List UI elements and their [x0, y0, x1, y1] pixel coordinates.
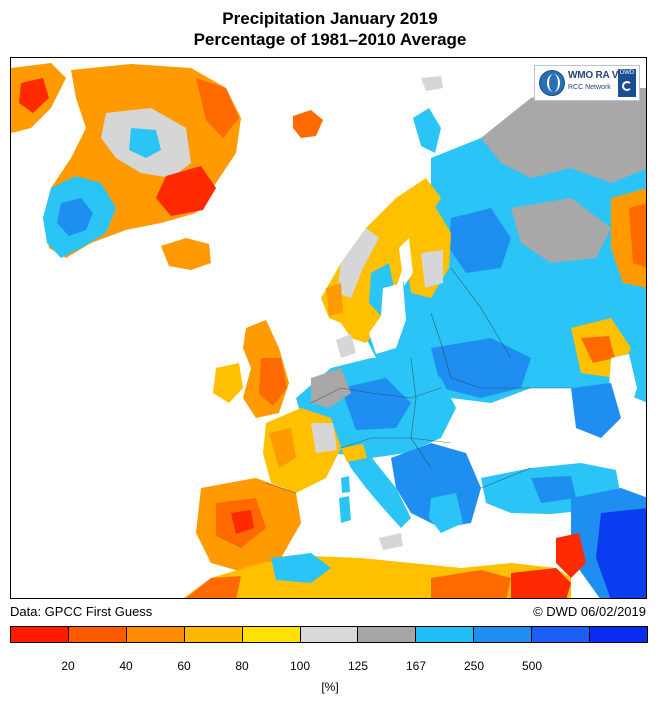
wmo-globe-icon	[539, 70, 565, 96]
region-italy-north	[341, 444, 367, 462]
legend-tick-label: 500	[521, 659, 543, 673]
legend-unit-label: [%]	[321, 680, 339, 694]
legend-colorbar	[10, 626, 648, 643]
legend-swatch	[590, 627, 647, 642]
region-franz-josef	[421, 76, 443, 91]
region-levant-dry	[556, 533, 586, 578]
region-finland-normal	[421, 250, 443, 288]
logo-org-text: WMO RA VI	[568, 70, 621, 81]
legend-tick-label: 20	[61, 659, 75, 673]
region-novaya-zemlya	[413, 108, 441, 153]
legend-tick-label: 100	[289, 659, 311, 673]
region-greenland-east-dry	[156, 166, 216, 216]
region-ellesmere-dry	[19, 78, 49, 113]
legend-swatch	[184, 627, 243, 642]
region-black-sea	[481, 413, 566, 458]
data-source-label: Data: GPCC First Guess	[10, 604, 153, 619]
precipitation-map: WMO RA VI RCC Network DWD	[10, 57, 647, 599]
region-russia-wet-core	[449, 208, 511, 273]
legend-swatch	[300, 627, 359, 642]
legend-tick-label: 167	[405, 659, 427, 673]
region-sardinia	[339, 496, 351, 523]
wmo-rcc-logo: WMO RA VI RCC Network DWD	[534, 65, 640, 101]
region-france-west-dry	[269, 428, 296, 468]
legend-swatch	[11, 627, 69, 642]
region-iceland	[161, 238, 211, 270]
legend-swatch	[242, 627, 301, 642]
region-kazakh-dry	[581, 336, 615, 363]
region-greenland-west-core	[57, 198, 93, 236]
map-subtitle: Percentage of 1981–2010 Average	[193, 30, 467, 49]
dwd-logo: DWD	[618, 69, 636, 97]
region-caucasus	[571, 383, 621, 438]
region-ireland	[213, 363, 243, 403]
copyright-label: © DWD 06/02/2019	[533, 604, 646, 619]
region-denmark	[336, 334, 356, 358]
dwd-swirl-icon	[622, 81, 632, 91]
region-baltics	[406, 313, 441, 353]
region-russia-north-normal	[481, 88, 646, 183]
legend-tick-label: 60	[177, 659, 191, 673]
map-title: Precipitation January 2019	[222, 9, 438, 28]
region-russia-patch	[511, 198, 611, 263]
region-greenland-center-wet	[129, 128, 161, 158]
region-france-east-normal	[311, 423, 337, 453]
region-iberia-very-dry	[231, 510, 254, 534]
dwd-mark-text: DWD	[619, 70, 635, 76]
region-atlas-wet	[271, 553, 331, 583]
region-greenland-northeast	[196, 78, 239, 138]
legend-tick-label: 80	[235, 659, 249, 673]
region-egypt-dry	[511, 568, 571, 598]
region-ukraine	[431, 338, 531, 398]
region-gulf-bothnia	[399, 238, 413, 286]
map-svg	[11, 63, 646, 598]
legend-tick-label: 125	[347, 659, 369, 673]
legend-swatch	[532, 627, 591, 642]
region-north-africa-dry-west	[186, 576, 241, 598]
legend-swatch	[68, 627, 127, 642]
legend-swatch	[474, 627, 533, 642]
region-urals-drier	[629, 203, 646, 268]
region-norway-normal	[337, 228, 379, 298]
legend-tick-label: 250	[463, 659, 485, 673]
region-libya-dry	[431, 570, 511, 598]
region-corsica	[341, 476, 350, 493]
legend-tick-label: 40	[119, 659, 133, 673]
legend-swatch	[126, 627, 185, 642]
region-baltic-sea	[369, 283, 406, 354]
region-sicily	[379, 533, 403, 550]
region-arabia-extreme	[596, 508, 646, 598]
region-greece	[429, 493, 463, 533]
region-italy	[341, 443, 411, 528]
legend-swatch	[358, 627, 417, 642]
legend-swatch	[416, 627, 475, 642]
logo-network-text: RCC Network	[568, 84, 611, 91]
region-england-dry	[259, 358, 287, 406]
region-svalbard	[293, 110, 323, 138]
country-borders	[265, 267, 571, 494]
region-norway-dry	[326, 283, 343, 316]
region-turkey-wet	[531, 476, 576, 503]
